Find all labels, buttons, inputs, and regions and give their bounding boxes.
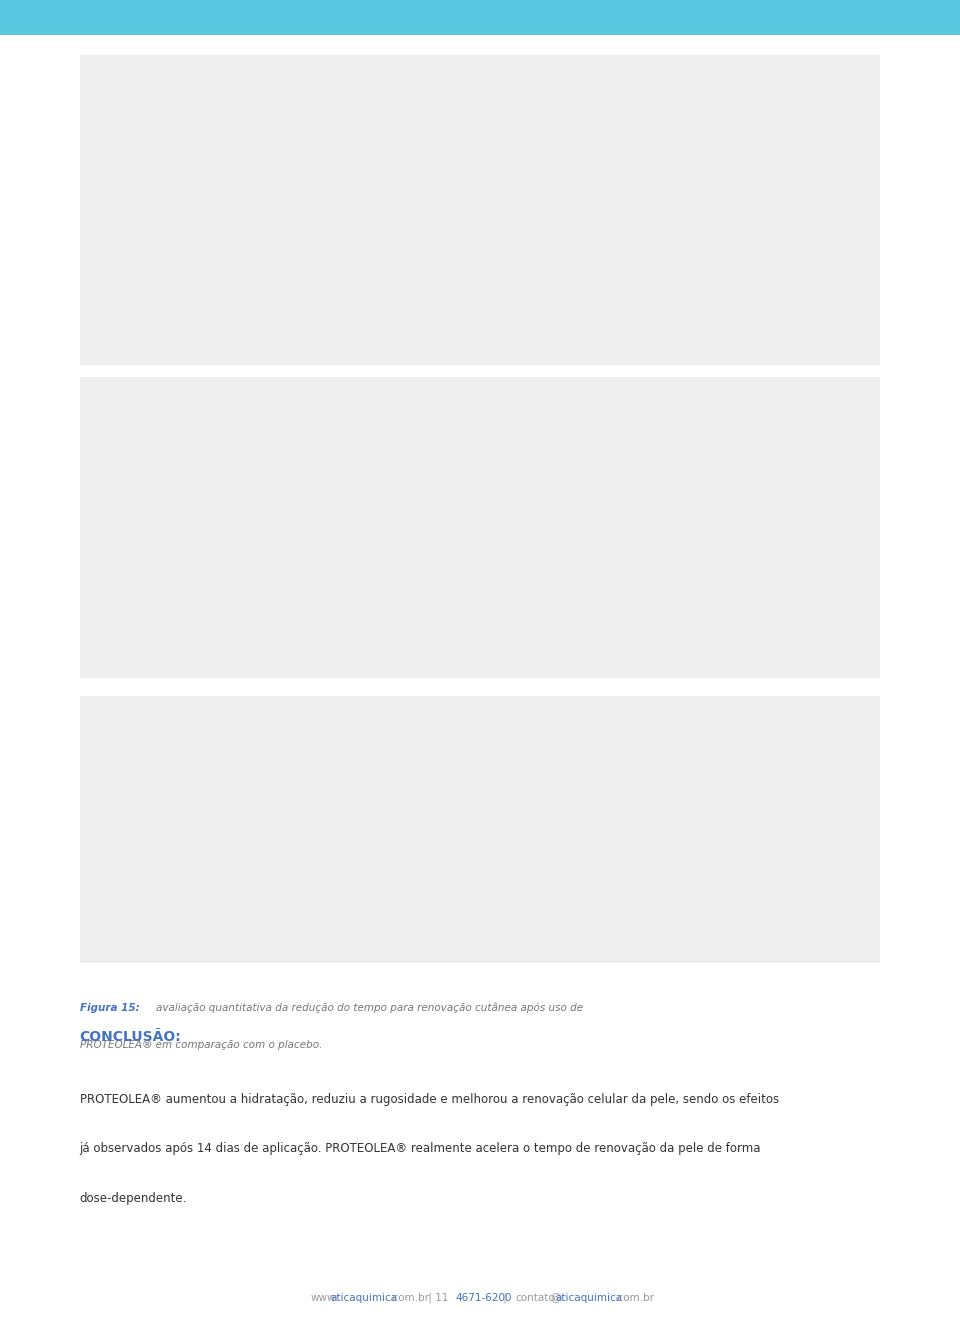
Text: **: ** — [372, 190, 381, 199]
Text: +15%: +15% — [377, 791, 404, 800]
Bar — [361, 579, 393, 649]
Text: +45%: +45% — [365, 550, 389, 559]
Text: Mean + SEM; n = 20
* = p < 0.05
** = p < 0.01: Mean + SEM; n = 20 * = p < 0.05 ** = p <… — [665, 234, 752, 264]
Text: p=0.09: p=0.09 — [577, 486, 606, 495]
Bar — [232, 597, 264, 649]
Text: .com.br: .com.br — [390, 1293, 430, 1303]
Text: avaliação quantitativa da redução do tempo para renovação cutânea após uso de: avaliação quantitativa da redução do tem… — [156, 1004, 583, 1013]
Bar — [446, 570, 479, 649]
Bar — [490, 581, 521, 649]
Text: +15%: +15% — [279, 565, 303, 574]
Text: Mean + SEM;
n = 20: Mean + SEM; n = 20 — [646, 850, 706, 870]
Text: Figura 13:: Figura 13: — [80, 396, 139, 405]
Bar — [446, 229, 479, 547]
Bar — [276, 593, 307, 649]
Text: p=
0.18: p= 0.18 — [326, 514, 342, 526]
Text: Figura 14:: Figura 14: — [80, 709, 139, 719]
Text: @: @ — [550, 1293, 561, 1303]
Text: |: | — [500, 1293, 510, 1303]
Bar — [295, 839, 348, 934]
Text: *: * — [589, 131, 593, 140]
Text: +80%: +80% — [322, 530, 347, 539]
Text: .com.br: .com.br — [614, 1293, 655, 1303]
Text: avaliação quantitativa da hidratação da pele após uso de PROTEOLEA® em comparaçã: avaliação quantitativa da hidratação da … — [156, 396, 617, 405]
Text: aticaquimica: aticaquimica — [555, 1293, 622, 1303]
Text: +40%: +40% — [517, 772, 544, 781]
Bar — [505, 800, 558, 934]
Text: Day 14: Day 14 — [296, 348, 330, 359]
Title: Increase in Skin Hydration Relative to Untreated (%): Increase in Skin Hydration Relative to U… — [307, 80, 563, 90]
Text: +1%: +1% — [281, 272, 300, 281]
Text: p=0.33: p=0.33 — [377, 780, 405, 788]
Text: +36%: +36% — [365, 201, 389, 209]
Text: +21%: +21% — [537, 130, 561, 139]
Text: PROTEOLEA® em comparação com o placebo.: PROTEOLEA® em comparação com o placebo. — [80, 1040, 322, 1050]
Bar — [232, 310, 264, 547]
Bar — [490, 199, 521, 547]
Text: Day 28: Day 28 — [510, 348, 544, 359]
Text: p=0.22: p=0.22 — [492, 149, 519, 158]
Text: Figura 15:: Figura 15: — [80, 1004, 139, 1013]
Text: já observados após 14 dias de aplicação. PROTEOLEA® realmente acelera o tempo de: já observados após 14 dias de aplicação.… — [80, 1143, 761, 1156]
Title: Reduction in Skin Roughness Relative to Untreated (%): Reduction in Skin Roughness Relative to … — [300, 397, 569, 407]
Text: PROTEOLEA® aumentou a hidratação, reduziu a rugosidade e melhorou a renovação ce: PROTEOLEA® aumentou a hidratação, reduzi… — [80, 1093, 779, 1105]
Bar — [318, 562, 350, 649]
Bar — [276, 306, 307, 547]
Text: Day 28: Day 28 — [510, 662, 544, 672]
Bar — [575, 169, 608, 547]
Text: +72%: +72% — [537, 474, 561, 482]
Text: +10%: +10% — [493, 157, 517, 166]
Text: *: * — [546, 122, 550, 131]
Text: avaliação quantitativa da rugosidade após uso de PROTEOLEA® em comparação com: avaliação quantitativa da rugosidade apó… — [156, 709, 604, 719]
Bar — [533, 508, 564, 649]
Text: com o placebo.: com o placebo. — [80, 432, 159, 443]
Text: +15%: +15% — [447, 791, 474, 800]
Text: | 11: | 11 — [425, 1293, 452, 1303]
Bar — [318, 289, 350, 547]
Text: p=0.42: p=0.42 — [447, 780, 475, 788]
Text: www.: www. — [310, 1293, 338, 1303]
Text: o placebo.: o placebo. — [80, 745, 133, 756]
Text: +9%: +9% — [324, 260, 344, 269]
Bar — [365, 824, 418, 934]
Text: p=0.12: p=0.12 — [517, 761, 545, 769]
Text: 4671-6200: 4671-6200 — [455, 1293, 512, 1303]
Text: CONCLUSÃO:: CONCLUSÃO: — [80, 1030, 181, 1045]
Text: p=
0.06: p= 0.06 — [283, 547, 300, 561]
Text: -14%: -14% — [495, 546, 516, 555]
Text: Mean + SEM; n = 20
** = p < 0.01: Mean + SEM; n = 20 ** = p < 0.01 — [665, 557, 752, 575]
Text: **: ** — [544, 463, 552, 471]
Text: +19%: +19% — [579, 140, 604, 149]
Text: Day 14: Day 14 — [296, 662, 330, 672]
Text: contato: contato — [515, 1293, 555, 1303]
Bar — [533, 162, 564, 547]
Bar — [575, 531, 608, 649]
Text: dose-dependente.: dose-dependente. — [80, 1192, 187, 1206]
Text: aticaquimica: aticaquimica — [330, 1293, 397, 1303]
Text: +42%: +42% — [579, 496, 604, 506]
Title: Reduction in Skin Renewal Time (Days): Reduction in Skin Renewal Time (Days) — [358, 716, 550, 725]
Bar — [361, 226, 393, 547]
Bar — [435, 824, 488, 934]
